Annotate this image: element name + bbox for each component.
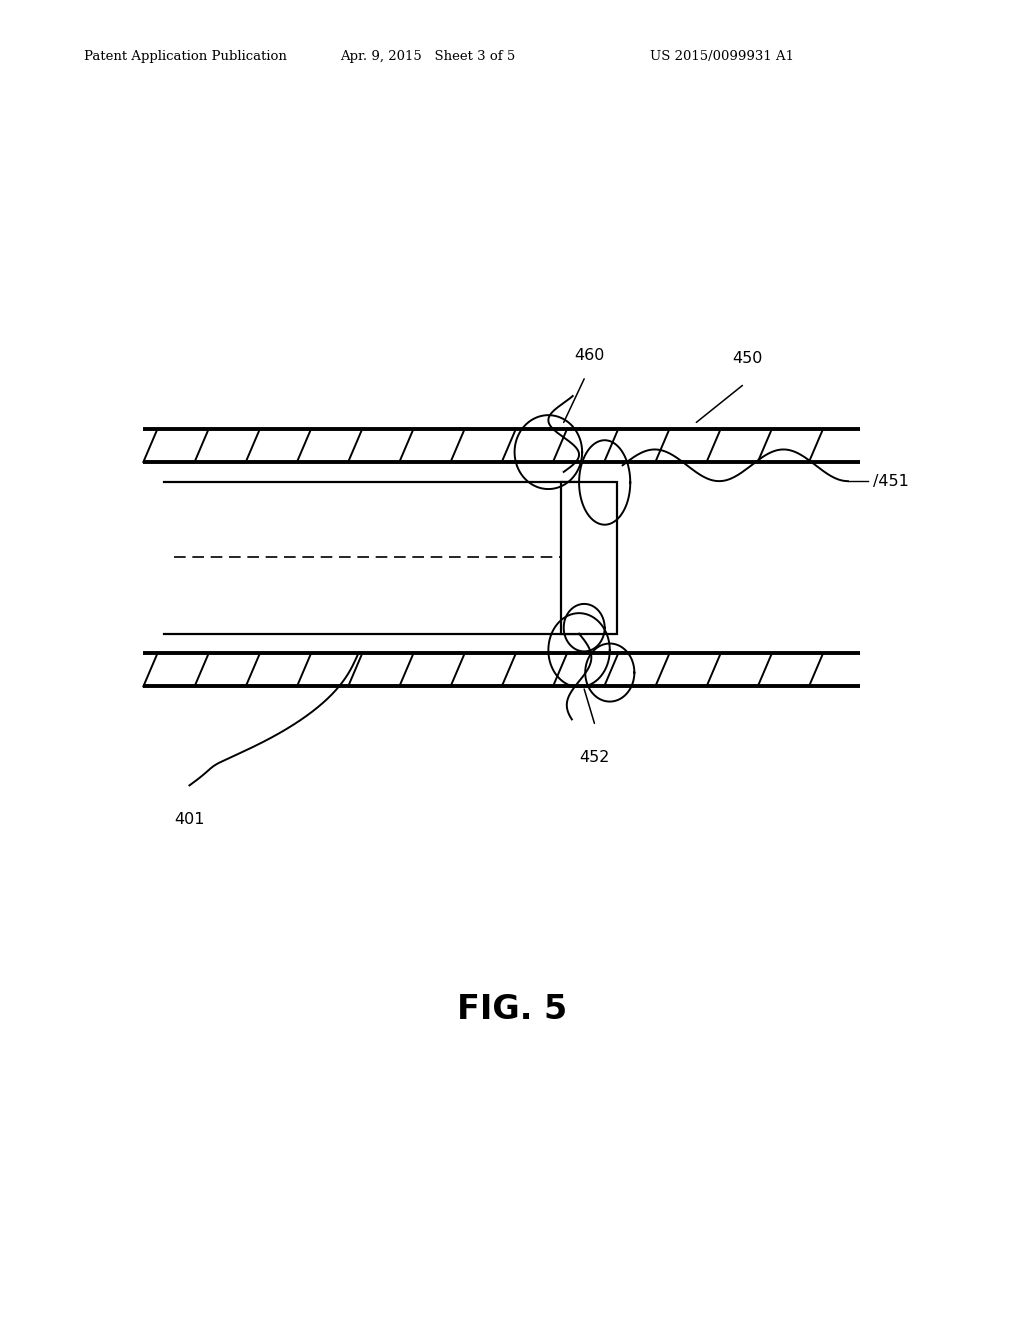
Bar bbox=[164, 482, 579, 634]
Text: Patent Application Publication: Patent Application Publication bbox=[84, 50, 287, 63]
Text: 452: 452 bbox=[580, 750, 609, 764]
Bar bbox=[561, 482, 617, 634]
Text: 460: 460 bbox=[574, 348, 604, 363]
Bar bbox=[143, 462, 860, 653]
Text: /451: /451 bbox=[873, 474, 909, 488]
Text: 401: 401 bbox=[174, 812, 205, 826]
Text: Apr. 9, 2015   Sheet 3 of 5: Apr. 9, 2015 Sheet 3 of 5 bbox=[340, 50, 516, 63]
Text: 450: 450 bbox=[732, 351, 763, 366]
Text: FIG. 5: FIG. 5 bbox=[457, 993, 567, 1027]
Text: US 2015/0099931 A1: US 2015/0099931 A1 bbox=[650, 50, 795, 63]
